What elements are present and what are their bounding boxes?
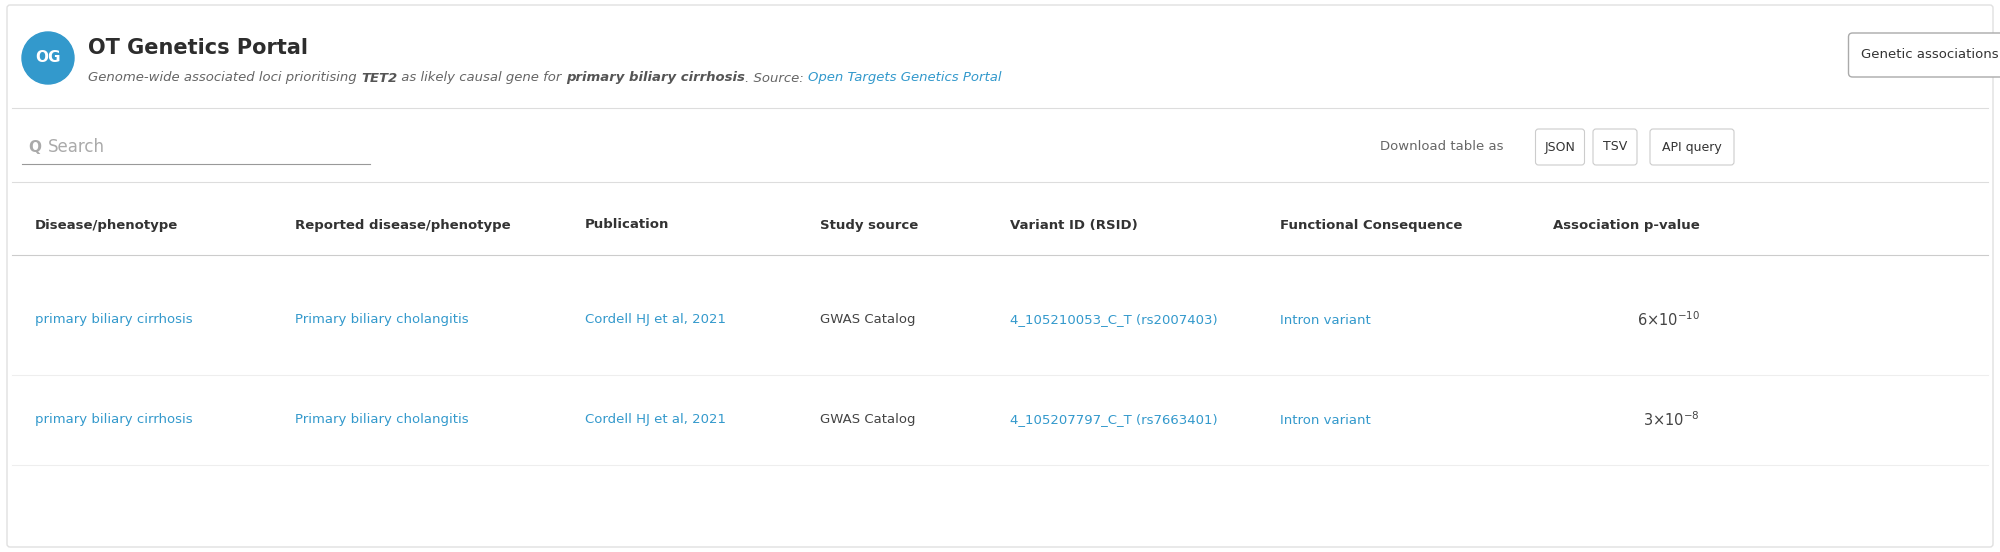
- Text: 4_105207797_C_T (rs7663401): 4_105207797_C_T (rs7663401): [1010, 413, 1218, 427]
- Text: primary biliary cirrhosis: primary biliary cirrhosis: [566, 72, 744, 84]
- Text: Reported disease/phenotype: Reported disease/phenotype: [296, 219, 510, 231]
- Text: Association p-value: Association p-value: [1554, 219, 1700, 231]
- Text: Intron variant: Intron variant: [1280, 413, 1370, 427]
- FancyBboxPatch shape: [1592, 129, 1636, 165]
- Text: Open Targets Genetics Portal: Open Targets Genetics Portal: [808, 72, 1002, 84]
- FancyBboxPatch shape: [1536, 129, 1584, 165]
- Text: Cordell HJ et al, 2021: Cordell HJ et al, 2021: [584, 413, 726, 427]
- Text: Cordell HJ et al, 2021: Cordell HJ et al, 2021: [584, 314, 726, 326]
- Text: GWAS Catalog: GWAS Catalog: [820, 413, 916, 427]
- Text: Variant ID (RSID): Variant ID (RSID): [1010, 219, 1138, 231]
- Text: Q: Q: [28, 140, 40, 155]
- FancyBboxPatch shape: [1848, 33, 2000, 77]
- Text: Functional Consequence: Functional Consequence: [1280, 219, 1462, 231]
- FancyBboxPatch shape: [1650, 129, 1734, 165]
- Text: primary biliary cirrhosis: primary biliary cirrhosis: [36, 413, 192, 427]
- Text: Disease/phenotype: Disease/phenotype: [36, 219, 178, 231]
- Text: GWAS Catalog: GWAS Catalog: [820, 314, 916, 326]
- Text: Genetic associations: Genetic associations: [1862, 49, 1998, 61]
- Text: primary biliary cirrhosis: primary biliary cirrhosis: [36, 314, 192, 326]
- Text: $3{\times}10^{-8}$: $3{\times}10^{-8}$: [1644, 411, 1700, 429]
- Circle shape: [22, 32, 74, 84]
- Text: Publication: Publication: [584, 219, 670, 231]
- Text: OG: OG: [36, 50, 60, 66]
- Text: TSV: TSV: [1602, 141, 1628, 153]
- FancyBboxPatch shape: [8, 5, 1992, 547]
- Text: $6{\times}10^{-10}$: $6{\times}10^{-10}$: [1636, 311, 1700, 330]
- Text: API query: API query: [1662, 141, 1722, 153]
- Text: Genome-wide associated loci prioritising: Genome-wide associated loci prioritising: [88, 72, 360, 84]
- Text: Primary biliary cholangitis: Primary biliary cholangitis: [296, 413, 468, 427]
- Text: Intron variant: Intron variant: [1280, 314, 1370, 326]
- Text: as likely causal gene for: as likely causal gene for: [398, 72, 566, 84]
- Text: . Source:: . Source:: [744, 72, 808, 84]
- Text: Download table as: Download table as: [1380, 141, 1504, 153]
- Text: Study source: Study source: [820, 219, 918, 231]
- Text: 4_105210053_C_T (rs2007403): 4_105210053_C_T (rs2007403): [1010, 314, 1218, 326]
- Text: JSON: JSON: [1544, 141, 1576, 153]
- Text: Primary biliary cholangitis: Primary biliary cholangitis: [296, 314, 468, 326]
- Text: OT Genetics Portal: OT Genetics Portal: [88, 38, 308, 58]
- Text: Search: Search: [48, 138, 104, 156]
- Text: TET2: TET2: [360, 72, 398, 84]
